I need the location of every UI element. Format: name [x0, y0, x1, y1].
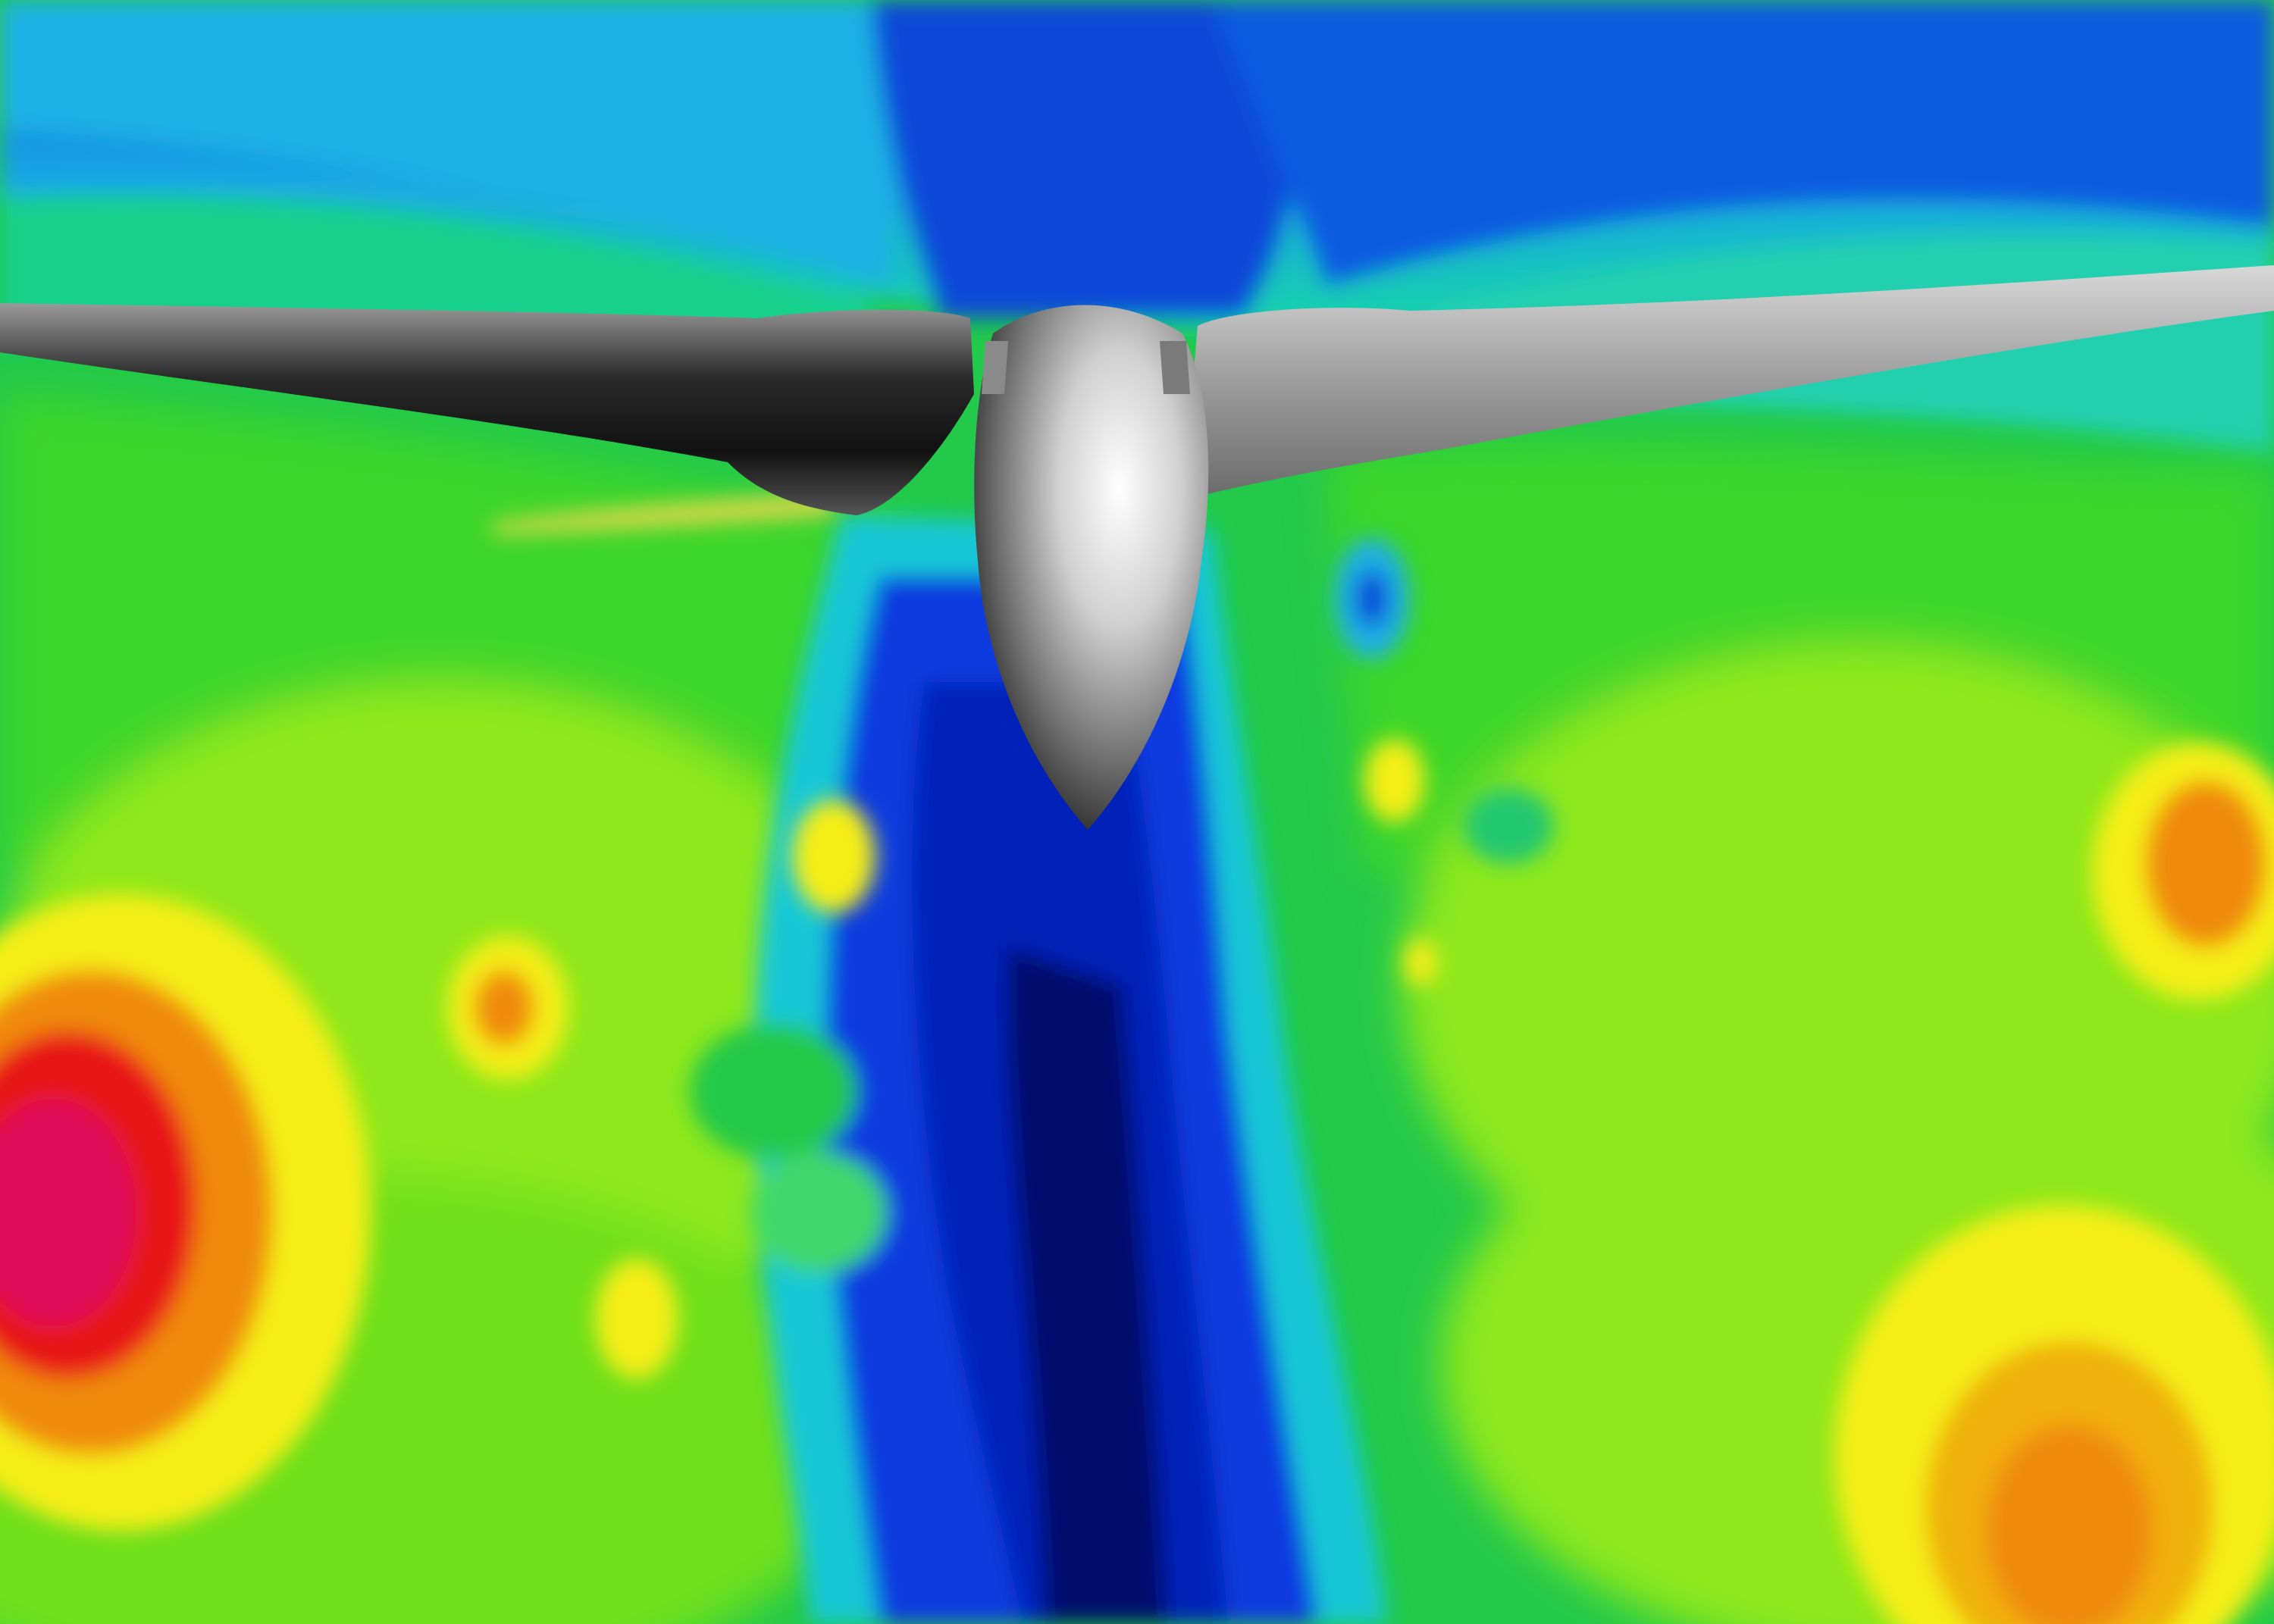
turbine-rotor [0, 265, 2274, 830]
turbine-blade-left [0, 303, 974, 515]
wake-region [690, 515, 1387, 1624]
high-velocity-regions [0, 493, 2274, 1624]
turbine-blade-right [1182, 265, 2274, 500]
turbine-hub [974, 305, 1209, 830]
